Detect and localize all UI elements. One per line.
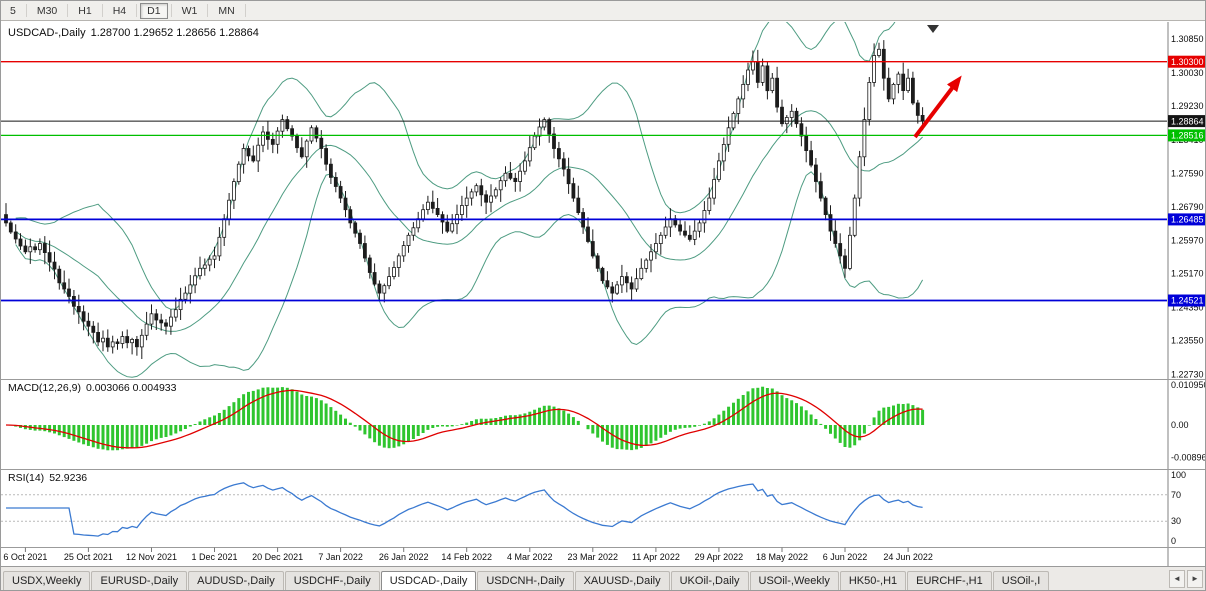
svg-text:1.27590: 1.27590 — [1171, 169, 1204, 179]
chart-tabbar: USDX,Weekly EURUSD-,Daily AUDUSD-,Daily USD… — [1, 566, 1205, 590]
timeframe-button-H4[interactable]: H4 — [106, 3, 133, 19]
rsi-indicator-label: RSI(14) 52.9236 — [8, 472, 92, 484]
svg-text:30: 30 — [1171, 516, 1181, 526]
svg-text:25 Oct 2021: 25 Oct 2021 — [64, 552, 113, 562]
rsi-line — [6, 482, 923, 537]
macd-indicator-label: MACD(12,26,9) 0.003066 0.004933 — [8, 382, 181, 394]
svg-text:6 Oct 2021: 6 Oct 2021 — [3, 552, 47, 562]
timeframe-button-5[interactable]: 5 — [3, 3, 23, 19]
bollinger-bands — [15, 22, 924, 378]
pane-separators[interactable] — [1, 379, 1206, 548]
chart-shift-marker — [927, 25, 939, 33]
timeframe-toolbar: 5 M30 H1 H4 D1 W1 MN — [1, 1, 1205, 21]
ohlc-values: 1.28700 1.29652 1.28656 1.28864 — [90, 27, 259, 39]
svg-text:1.28864: 1.28864 — [1171, 116, 1204, 126]
chart-tab-USOil-Weekly[interactable]: USOil-,Weekly — [749, 571, 839, 590]
chart-tab-USDCHF-Daily[interactable]: USDCHF-,Daily — [284, 571, 380, 590]
svg-text:18 May 2022: 18 May 2022 — [756, 552, 808, 562]
svg-text:1.30850: 1.30850 — [1171, 34, 1204, 44]
chart-tab-XAUUSD-Daily[interactable]: XAUUSD-,Daily — [574, 571, 670, 590]
svg-text:1 Dec 2021: 1 Dec 2021 — [191, 552, 237, 562]
timeframe-button-MN[interactable]: MN — [211, 3, 241, 19]
chart-tab-EURUSD-Daily[interactable]: EURUSD-,Daily — [91, 571, 188, 590]
toolbar-separator — [170, 4, 172, 17]
chart-tab-AUDUSD-Daily[interactable]: AUDUSD-,Daily — [188, 571, 284, 590]
svg-text:1.25170: 1.25170 — [1171, 269, 1204, 279]
svg-text:1.22730: 1.22730 — [1171, 370, 1204, 380]
macd-name: MACD(12,26,9) — [8, 382, 81, 394]
toolbar-separator — [67, 4, 69, 17]
rsi-value: 52.9236 — [49, 472, 88, 484]
tab-scroll-left[interactable]: ◄ — [1169, 570, 1185, 588]
svg-text:1.26790: 1.26790 — [1171, 202, 1204, 212]
chart-title-ohlc: USDCAD-,Daily 1.28700 1.29652 1.28656 1.2… — [8, 27, 264, 39]
svg-text:0: 0 — [1171, 536, 1176, 546]
chart-tab-HK50-H1[interactable]: HK50-,H1 — [839, 571, 907, 590]
horizontal-level-lines — [1, 61, 1167, 302]
svg-text:24 Jun 2022: 24 Jun 2022 — [883, 552, 933, 562]
svg-text:1.24350: 1.24350 — [1171, 303, 1204, 313]
chart-tab-USDCAD-Daily[interactable]: USDCAD-,Daily — [380, 571, 477, 590]
svg-text:1.28516: 1.28516 — [1171, 131, 1204, 141]
svg-text:70: 70 — [1171, 490, 1181, 500]
candlestick-series — [4, 40, 925, 359]
svg-text:0.00: 0.00 — [1171, 420, 1189, 430]
rsi-pane — [1, 482, 1167, 537]
chart-tab-USDX-Weekly[interactable]: USDX,Weekly — [3, 571, 91, 590]
time-axis[interactable]: 6 Oct 2021 25 Oct 2021 12 Nov 2021 1 Dec 20… — [3, 547, 933, 563]
toolbar-separator — [25, 4, 27, 17]
macd-signal-line — [5, 389, 923, 449]
timeframe-button-H1[interactable]: H1 — [71, 3, 98, 19]
chart-area[interactable]: 1.308501.300301.292301.284101.275901.267… — [1, 22, 1206, 568]
timeframe-button-D1[interactable]: D1 — [140, 2, 168, 19]
svg-text:1.23550: 1.23550 — [1171, 336, 1204, 346]
svg-text:1.24521: 1.24521 — [1171, 296, 1204, 306]
svg-text:29 Apr 2022: 29 Apr 2022 — [695, 552, 744, 562]
tab-scroll-buttons: ◄ ► — [1167, 570, 1205, 590]
svg-text:1.30300: 1.30300 — [1171, 57, 1204, 67]
chart-tab-EURCHF-H1[interactable]: EURCHF-,H1 — [907, 571, 992, 590]
trend-arrow-annotation[interactable] — [913, 75, 962, 139]
timeframe-button-W1[interactable]: W1 — [175, 3, 205, 19]
svg-text:6 Jun 2022: 6 Jun 2022 — [823, 552, 868, 562]
toolbar-separator — [207, 4, 209, 17]
symbol-period-label: USDCAD-,Daily — [8, 27, 86, 39]
svg-text:1.30030: 1.30030 — [1171, 68, 1204, 78]
svg-text:4 Mar 2022: 4 Mar 2022 — [507, 552, 553, 562]
svg-text:100: 100 — [1171, 470, 1186, 480]
macd-values: 0.003066 0.004933 — [85, 382, 177, 394]
svg-text:11 Apr 2022: 11 Apr 2022 — [632, 552, 680, 562]
svg-text:20 Dec 2021: 20 Dec 2021 — [252, 552, 303, 562]
chart-canvas[interactable]: 1.308501.300301.292301.284101.275901.267… — [1, 22, 1206, 568]
chart-tab-UKOil-Daily[interactable]: UKOil-,Daily — [670, 571, 749, 590]
toolbar-separator — [101, 4, 103, 17]
toolbar-separator — [136, 4, 138, 17]
tab-scroll-right[interactable]: ► — [1187, 570, 1203, 588]
svg-text:23 Mar 2022: 23 Mar 2022 — [568, 552, 619, 562]
chart-tab-USDCNH-Daily[interactable]: USDCNH-,Daily — [477, 571, 574, 590]
chart-tab-USOil-I[interactable]: USOil-,I — [992, 571, 1050, 590]
svg-text:14 Feb 2022: 14 Feb 2022 — [441, 552, 492, 562]
svg-text:12 Nov 2021: 12 Nov 2021 — [126, 552, 177, 562]
timeframe-button-M30[interactable]: M30 — [30, 3, 64, 19]
rsi-name: RSI(14) — [8, 472, 45, 484]
toolbar-separator — [244, 4, 246, 17]
svg-text:7 Jan 2022: 7 Jan 2022 — [318, 552, 363, 562]
svg-text:0.010950: 0.010950 — [1171, 380, 1206, 390]
svg-text:1.29230: 1.29230 — [1171, 101, 1204, 111]
macd-histogram — [5, 386, 925, 451]
svg-text:1.26485: 1.26485 — [1171, 215, 1204, 225]
svg-text:1.25970: 1.25970 — [1171, 236, 1204, 246]
svg-text:-0.00896: -0.00896 — [1171, 453, 1206, 463]
price-badges: 1.30300 1.28516 1.26485 1.24521 1.28864 — [1168, 55, 1205, 307]
svg-text:26 Jan 2022: 26 Jan 2022 — [379, 552, 429, 562]
